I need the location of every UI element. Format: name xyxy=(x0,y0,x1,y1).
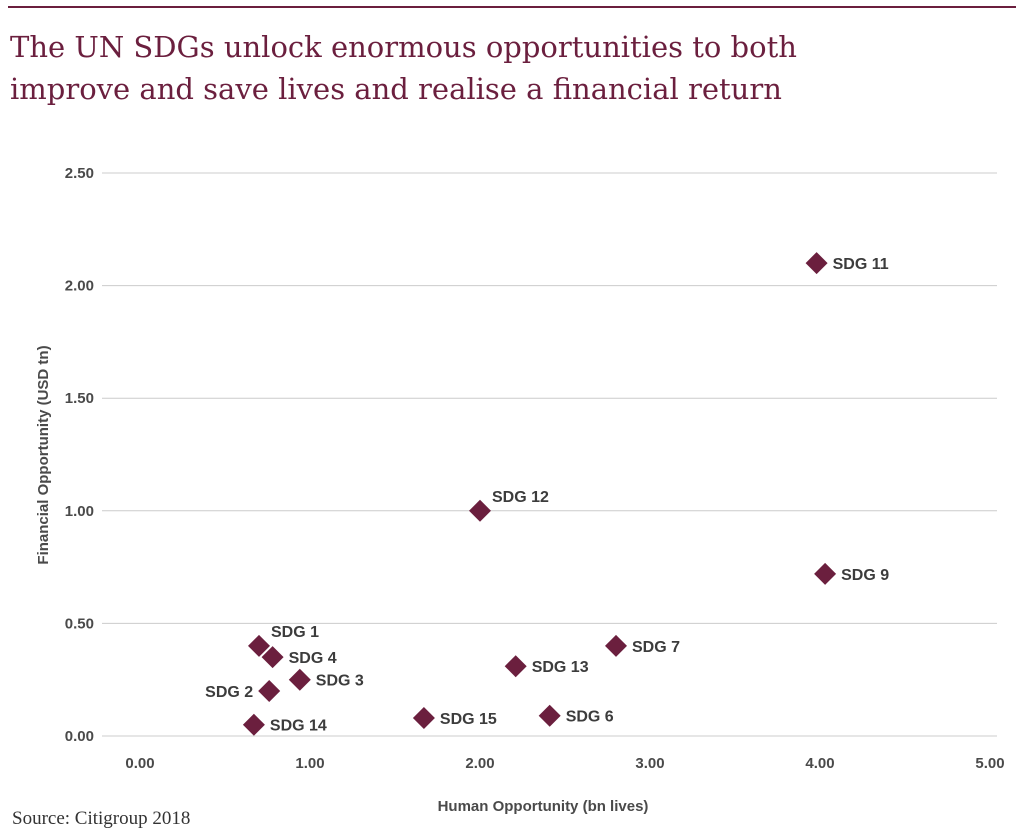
gridlines xyxy=(102,172,997,737)
point-label: SDG 4 xyxy=(289,650,337,667)
point-marker xyxy=(261,646,284,669)
y-tick-label: 2.00 xyxy=(65,278,94,295)
y-tick-label: 1.00 xyxy=(65,503,94,520)
source-note: Source: Citigroup 2018 xyxy=(12,808,191,829)
point-marker xyxy=(605,634,627,657)
point-label: SDG 13 xyxy=(532,659,589,676)
chart-title: The UN SDGs unlock enormous opportunitie… xyxy=(10,26,1010,110)
point-marker xyxy=(538,704,561,727)
point-label: SDG 3 xyxy=(316,673,364,690)
x-tick-label: 1.00 xyxy=(295,755,324,772)
point-label: SDG 14 xyxy=(270,718,327,735)
point-marker xyxy=(814,562,837,585)
point-label: SDG 15 xyxy=(440,711,497,728)
x-axis-label: Human Opportunity (bn lives) xyxy=(438,798,649,815)
point-label: SDG 2 xyxy=(205,684,253,701)
point-label: SDG 11 xyxy=(833,256,889,273)
data-points: SDG 1 SDG 4 SDG 3 SDG 2 SDG 14 SDG 15 SDG 12 SD… xyxy=(205,252,889,736)
chart-title-line-1: The UN SDGs unlock enormous opportunitie… xyxy=(10,30,797,64)
y-tick-label: 0.00 xyxy=(65,728,94,745)
x-tick-label: 0.00 xyxy=(125,755,154,772)
x-tick-label: 2.00 xyxy=(465,755,494,772)
point-marker xyxy=(805,252,828,275)
point-label: SDG 9 xyxy=(841,567,889,584)
point-marker xyxy=(469,499,491,522)
title-rule xyxy=(8,6,1016,8)
x-axis-ticks: 0.00 1.00 2.00 3.00 4.00 5.00 xyxy=(125,755,1004,772)
point-marker xyxy=(258,679,281,702)
point-label: SDG 1 xyxy=(271,624,319,641)
point-marker xyxy=(242,713,265,736)
point-marker xyxy=(288,668,311,691)
point-label: SDG 7 xyxy=(632,639,680,656)
x-tick-label: 4.00 xyxy=(805,755,834,772)
y-axis-ticks: 0.00 0.50 1.00 1.50 2.00 2.50 xyxy=(65,165,94,745)
point-label: SDG 6 xyxy=(566,709,614,726)
y-tick-label: 1.50 xyxy=(65,390,94,407)
y-axis-label: Financial Opportunity (USD tn) xyxy=(35,345,52,564)
point-marker xyxy=(412,706,435,729)
point-marker xyxy=(504,655,527,678)
chart-title-line-2: improve and save lives and realise a fin… xyxy=(10,72,782,106)
x-tick-label: 3.00 xyxy=(635,755,664,772)
point-label: SDG 12 xyxy=(492,489,549,506)
point-marker xyxy=(248,634,270,657)
x-tick-label: 5.00 xyxy=(975,755,1004,772)
y-tick-label: 0.50 xyxy=(65,615,94,632)
y-tick-label: 2.50 xyxy=(65,165,94,182)
